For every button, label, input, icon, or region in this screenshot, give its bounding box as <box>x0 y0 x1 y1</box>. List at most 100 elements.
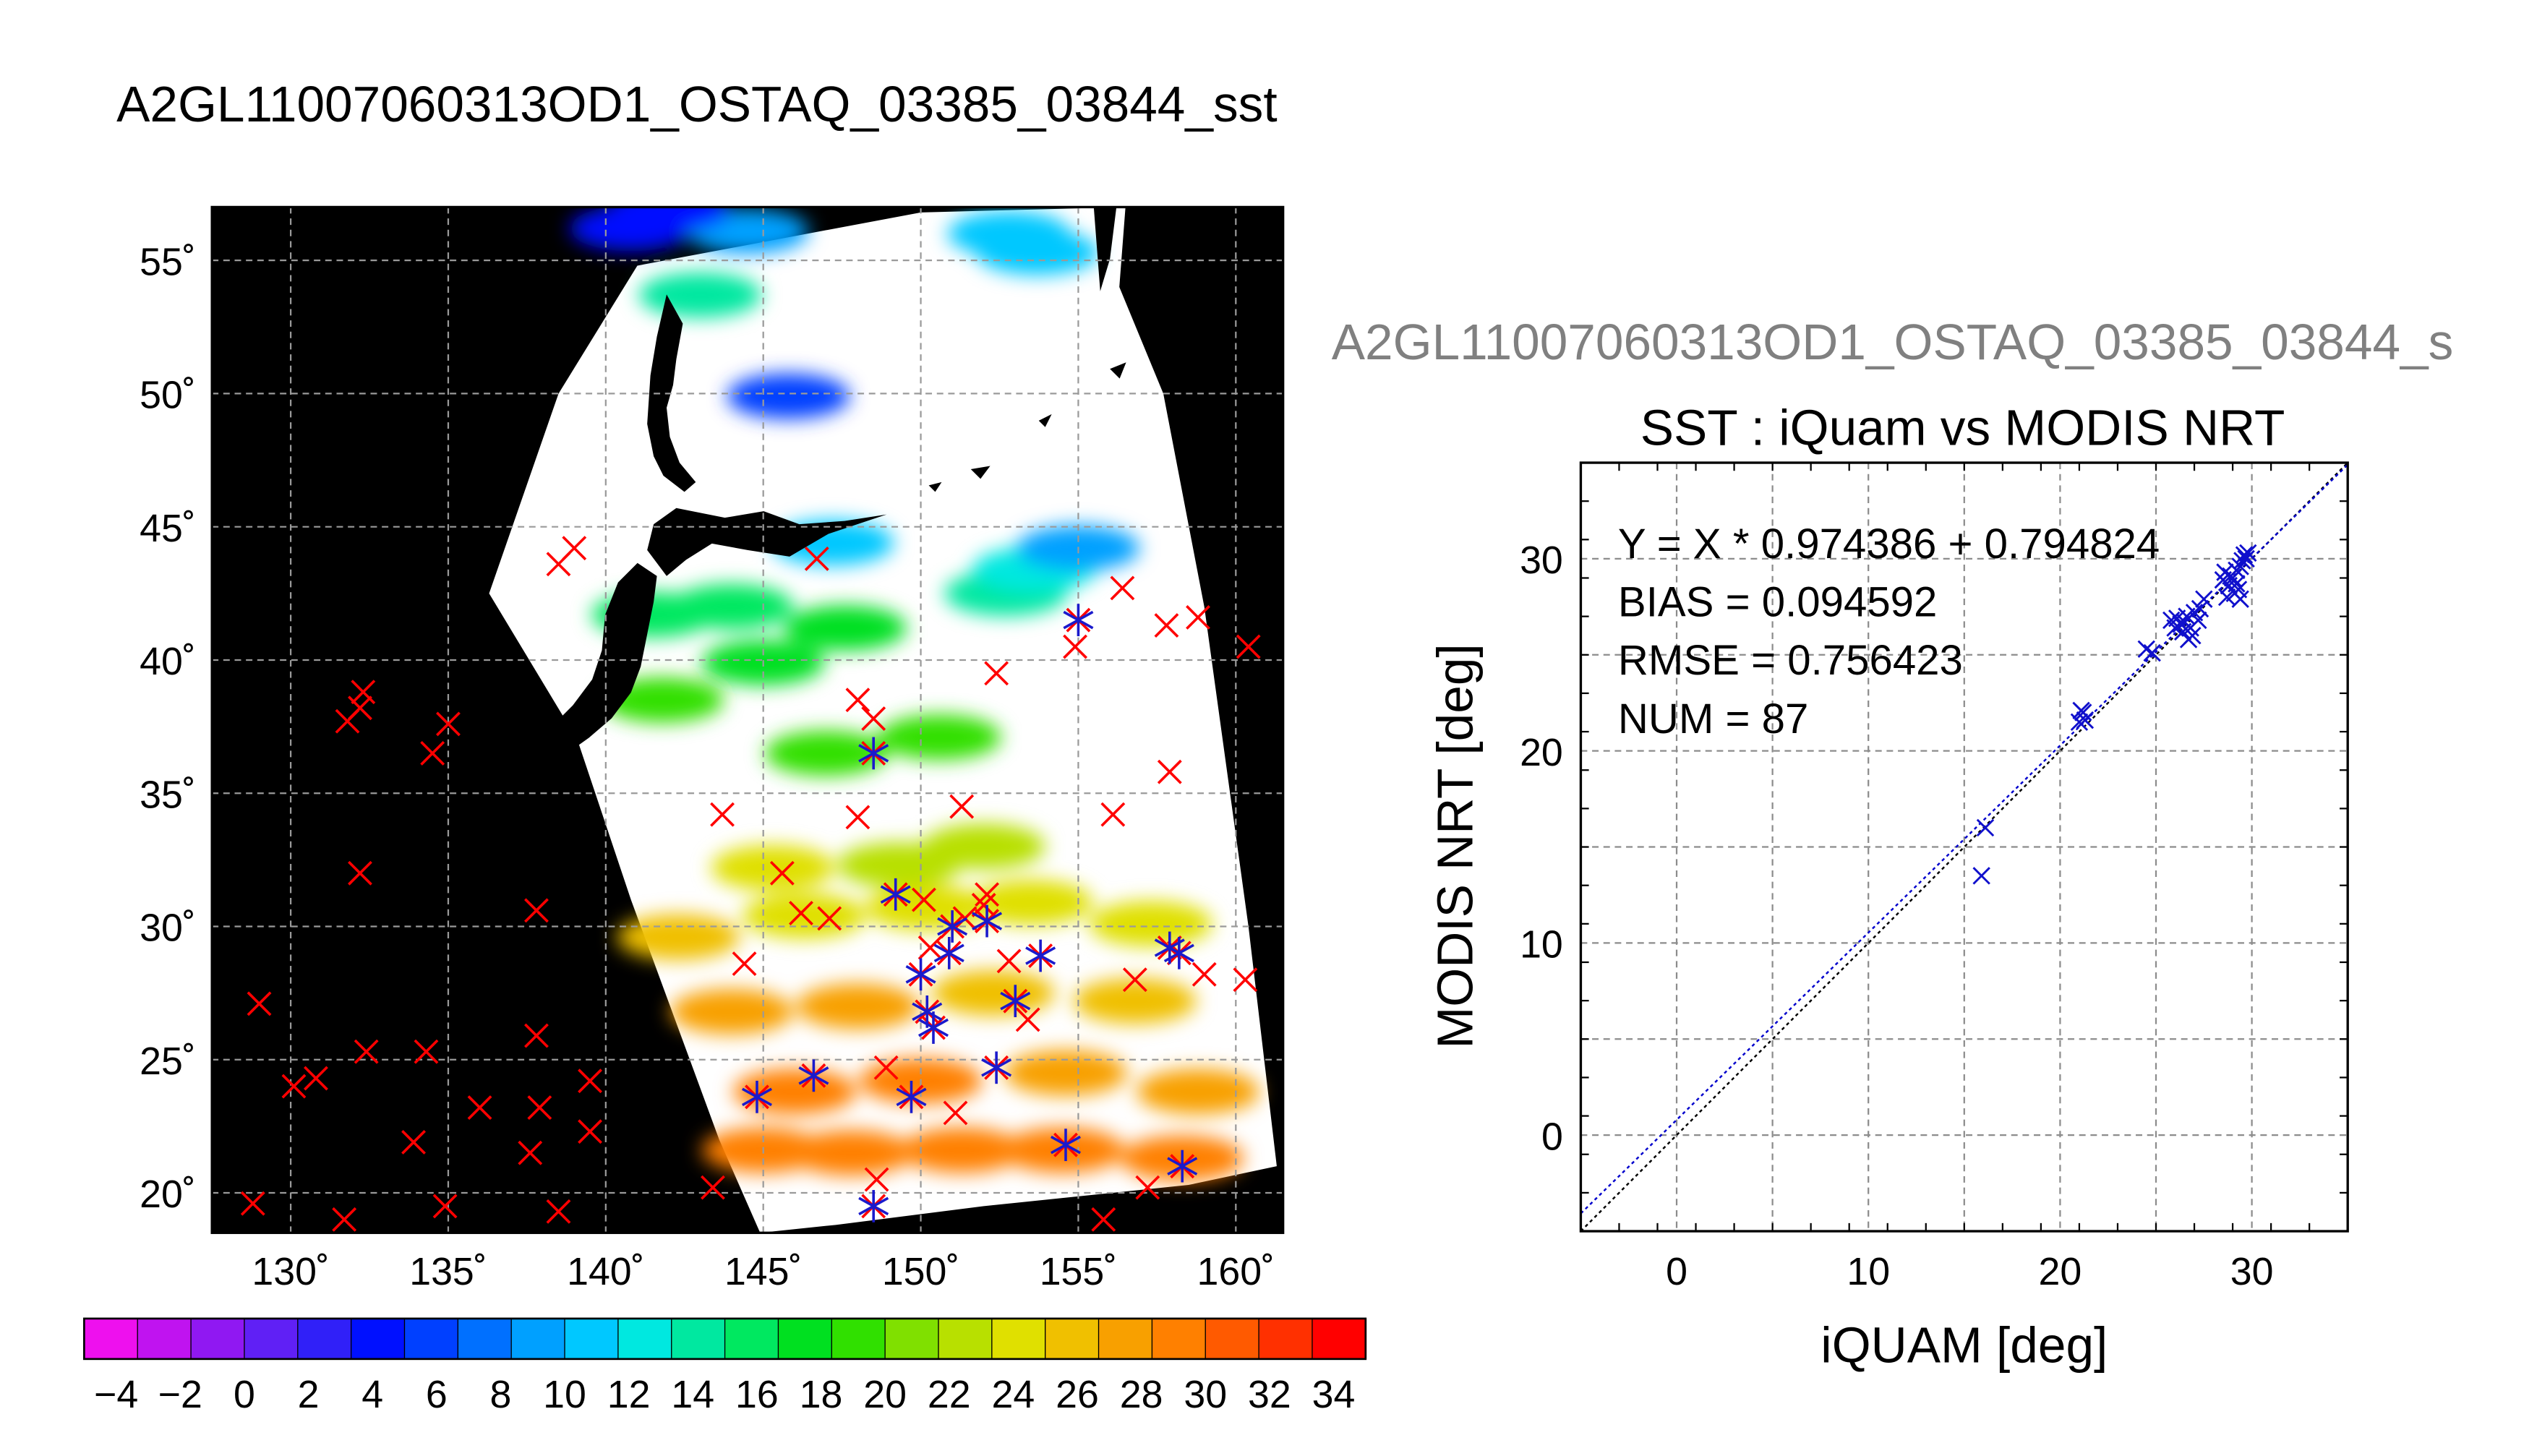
sst-patch-1 <box>790 1130 913 1176</box>
scatter-point-31 <box>2233 552 2251 570</box>
red-matchup-36 <box>873 1055 899 1080</box>
red-matchup-13 <box>432 1194 458 1219</box>
colorbar-label-2: 0 <box>234 1373 255 1416</box>
blue-asterisk-8 <box>917 1011 949 1044</box>
scatter-point-30 <box>2231 557 2249 575</box>
sc-xtick-3: 30 <box>2230 1250 2274 1293</box>
colorbar-cells <box>84 1318 1367 1359</box>
scatter-point-36 <box>2228 575 2246 593</box>
colorbar-cell-7 <box>458 1318 513 1359</box>
sst-patch-21 <box>764 730 888 776</box>
scatter-point-21 <box>2195 590 2213 608</box>
red-matchup-4 <box>332 1207 357 1232</box>
blue-asterisk-14 <box>1025 939 1056 972</box>
red-matchup-35 <box>864 1167 889 1192</box>
blue-asterisk-12 <box>981 1051 1012 1084</box>
colorbar-cell-23 <box>1312 1318 1367 1359</box>
blue-asterisk-18 <box>1163 936 1194 969</box>
blue-asterisk-7 <box>912 995 943 1028</box>
colorbar-label-8: 12 <box>607 1373 651 1416</box>
sst-patch-18 <box>711 845 834 891</box>
colorbar: −4 −2 0 2 4 6 8 10 12 14 16 18 20 22 24 26 28 30 32 34 <box>83 1317 1367 1416</box>
land-masses <box>453 207 1126 777</box>
colorbar-tick-labels: −4 −2 0 2 4 6 8 10 12 14 16 18 20 22 24 26 28 30 32 34 <box>94 1373 1355 1416</box>
scatter-point-5 <box>2076 711 2095 729</box>
scatter-point-32 <box>2235 546 2254 564</box>
blue-asterisk-11 <box>972 904 1003 938</box>
red-matchup-14 <box>436 711 461 737</box>
blue-matchup-markers <box>741 604 1198 1222</box>
lon-label-0: 130˚ <box>252 1250 329 1293</box>
colorbar-label-15: 26 <box>1056 1373 1099 1416</box>
scatter-points <box>1972 544 2257 885</box>
red-matchup-28 <box>769 860 795 886</box>
colorbar-label-7: 10 <box>543 1373 586 1416</box>
sst-patch-37 <box>727 373 850 419</box>
hokkaido-island <box>647 508 887 576</box>
colorbar-label-18: 32 <box>1248 1373 1291 1416</box>
colorbar-cell-21 <box>1205 1318 1260 1359</box>
red-matchup-48 <box>1091 1207 1116 1232</box>
blue-asterisk-2 <box>858 737 889 770</box>
blue-asterisk-10 <box>937 910 968 943</box>
kamchatka-edge <box>1093 207 1117 291</box>
lon-label-1: 135˚ <box>409 1250 487 1293</box>
scatter-grid <box>1580 463 2348 1232</box>
colorbar-cell-5 <box>351 1318 406 1359</box>
colorbar-label-1: −2 <box>158 1373 202 1416</box>
lat-label-6: 25˚ <box>140 1040 196 1083</box>
red-matchup-58 <box>1236 634 1261 659</box>
colorbar-label-0: −4 <box>94 1373 138 1416</box>
blue-asterisk-5 <box>896 1080 927 1113</box>
lat-label-7: 20˚ <box>140 1173 196 1216</box>
red-matchup-10 <box>401 1130 426 1155</box>
sst-patch-13 <box>617 914 740 960</box>
colorbar-cell-0 <box>84 1318 139 1359</box>
red-matchup-34 <box>861 706 886 731</box>
colorbar-cell-19 <box>1098 1318 1153 1359</box>
red-matchup-44 <box>984 661 1009 686</box>
colorbar-label-10: 16 <box>735 1373 779 1416</box>
sst-patch-8 <box>1136 1069 1260 1115</box>
red-matchup-18 <box>524 1023 549 1048</box>
red-matchup-27 <box>732 951 757 976</box>
red-matchup-45 <box>996 948 1022 974</box>
red-matchup-32 <box>845 688 870 713</box>
lat-label-5: 30˚ <box>140 907 196 950</box>
colorbar-label-14: 24 <box>992 1373 1035 1416</box>
scatter-point-34 <box>2239 544 2257 562</box>
sst-patch-7 <box>1004 1050 1128 1096</box>
sst-patch-34 <box>607 207 730 233</box>
red-matchup-47 <box>1063 634 1088 659</box>
colorbar-label-9: 14 <box>671 1373 714 1416</box>
scatter-annotations: Y = X * 0.974386 + 0.794824 BIAS = 0.094… <box>1618 521 2160 742</box>
red-matchup-7 <box>351 680 376 705</box>
lat-label-3: 40˚ <box>140 640 196 683</box>
colorbar-label-6: 8 <box>489 1373 511 1416</box>
scatter-header: A2GL11007060313OD1_OSTAQ_03385_03844_s <box>1332 314 2454 370</box>
red-matchup-38 <box>917 935 943 960</box>
colorbar-cell-12 <box>724 1318 779 1359</box>
scatter-point-17 <box>2183 626 2202 645</box>
red-matchup-15 <box>467 1095 492 1121</box>
sst-patch-36 <box>975 229 1099 275</box>
red-matchup-57 <box>1233 967 1258 993</box>
lat-label-4: 35˚ <box>140 773 196 816</box>
colorbar-label-3: 2 <box>298 1373 320 1416</box>
red-matchup-37 <box>911 887 936 912</box>
scatter-point-37 <box>2217 588 2236 607</box>
red-matchup-52 <box>1135 1175 1160 1200</box>
red-matchup-46 <box>1015 1007 1040 1032</box>
lat-label-1: 50˚ <box>140 374 196 417</box>
blue-asterisk-13 <box>1000 985 1031 1018</box>
red-matchup-33 <box>845 805 870 830</box>
colorbar-cell-4 <box>297 1318 352 1359</box>
sst-patch-9 <box>670 989 794 1035</box>
colorbar-cell-20 <box>1152 1318 1207 1359</box>
colorbar-label-13: 22 <box>928 1373 971 1416</box>
red-matchup-39 <box>943 1100 968 1126</box>
sst-patch-22 <box>878 714 1001 761</box>
red-matchup-51 <box>1122 967 1147 993</box>
red-matchup-50 <box>1110 575 1135 601</box>
